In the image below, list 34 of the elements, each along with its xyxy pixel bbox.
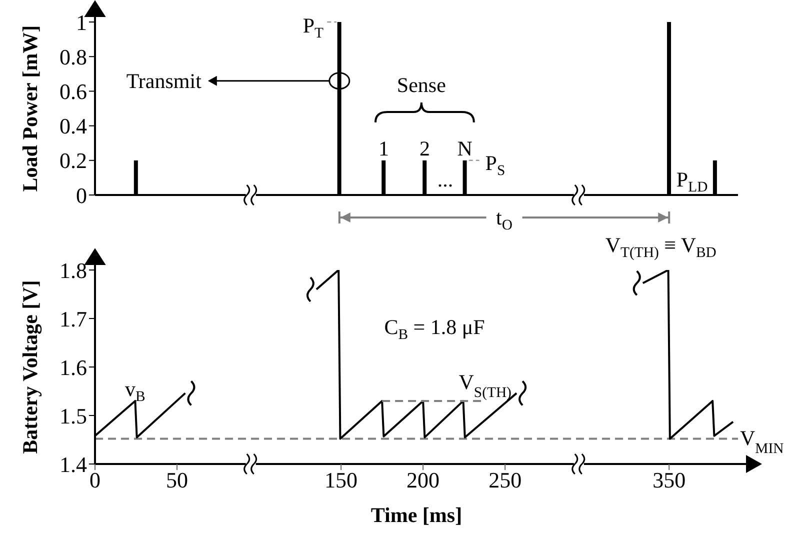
- series-label: V$_{S(TH)}$: [458, 370, 512, 401]
- annotation: v$_{B}$: [125, 376, 146, 405]
- x-tick-label: 200: [406, 468, 440, 493]
- y-tick-label: 1.4: [60, 452, 87, 477]
- y-tick-label: 1.6: [60, 354, 87, 380]
- x-tick-label: 250: [488, 468, 522, 493]
- annotation: 2: [419, 136, 430, 160]
- annotation: Transmit: [126, 68, 202, 93]
- y-tick-label: 1.7: [60, 306, 87, 332]
- y-axis-title: Battery Voltage [V]: [18, 280, 42, 454]
- y-tick-label: 0: [76, 182, 87, 208]
- ref-line-label: V$_{MIN}$: [740, 426, 784, 457]
- y-tick-label: 1: [76, 10, 87, 35]
- x-tick-label: 150: [324, 468, 358, 493]
- x-tick-label: 350: [652, 468, 686, 493]
- annotation: P$_{T}$: [302, 13, 324, 42]
- annotation: P$_{S}$: [485, 150, 506, 179]
- annotation: P$_{LD}$: [676, 167, 708, 196]
- text: V$_{T(TH)}$ ≡ V$_{BD}$: [605, 232, 717, 261]
- annotation: 1: [378, 136, 389, 160]
- y-axis-title: Load Power [mW]: [18, 25, 42, 192]
- y-tick-label: 0.4: [60, 114, 87, 139]
- text: t$_{O}$: [496, 205, 512, 234]
- y-tick-label: 1.5: [60, 403, 87, 428]
- y-tick-label: 0.2: [60, 148, 87, 174]
- annotation: Sense: [396, 73, 446, 98]
- x-tick-label: 50: [166, 468, 188, 493]
- y-tick-label: 0.6: [60, 79, 87, 104]
- annotation: C$_{B}$ = 1.8 μF: [384, 315, 485, 344]
- y-tick-label: 1.8: [60, 258, 87, 283]
- y-tick-label: 0.8: [60, 44, 87, 70]
- annotation: ...: [437, 167, 454, 192]
- annotation: N: [457, 136, 472, 160]
- x-axis-title: Time [ms]: [370, 503, 462, 527]
